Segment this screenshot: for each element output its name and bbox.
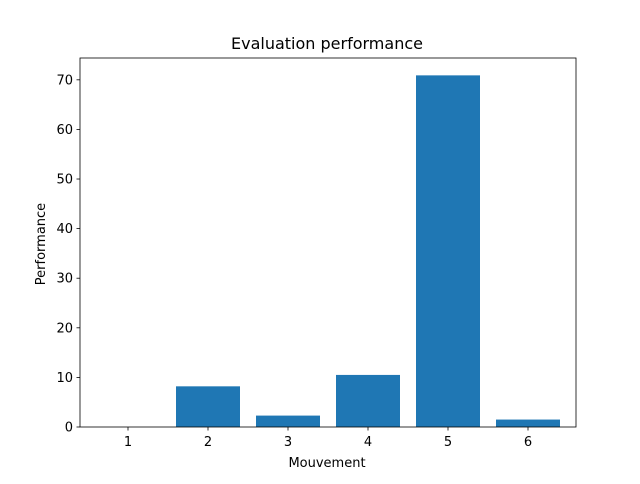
bar-4 (336, 374, 400, 427)
x-tick-label-4: 4 (364, 435, 372, 450)
chart-title: Evaluation performance (231, 34, 423, 53)
y-tick-label-10: 10 (56, 371, 73, 386)
x-tick-label-1: 1 (124, 435, 132, 450)
y-tick-label-40: 40 (56, 222, 73, 237)
bar-3 (256, 415, 320, 427)
y-tick-label-20: 20 (56, 321, 73, 336)
x-tick-label-3: 3 (284, 435, 292, 450)
y-tick-label-70: 70 (56, 73, 73, 88)
y-axis-label: Performance (34, 203, 49, 285)
y-tick-label-30: 30 (56, 272, 73, 287)
x-tick-label-2: 2 (204, 435, 212, 450)
y-tick-label-50: 50 (56, 173, 73, 188)
x-axis-label: Mouvement (288, 456, 365, 471)
plot-frame (79, 57, 577, 428)
y-tick-label-0: 0 (65, 421, 73, 436)
bar-6 (496, 419, 560, 427)
x-tick-label-6: 6 (524, 435, 532, 450)
bars-group (176, 75, 560, 427)
bar-2 (176, 386, 240, 427)
y-tick-label-60: 60 (56, 123, 73, 138)
bar-5 (416, 75, 480, 427)
x-axis: 1 2 3 4 5 6 (124, 427, 532, 450)
y-axis: 0 10 20 30 40 50 60 70 (56, 73, 80, 436)
x-tick-label-5: 5 (444, 435, 452, 450)
